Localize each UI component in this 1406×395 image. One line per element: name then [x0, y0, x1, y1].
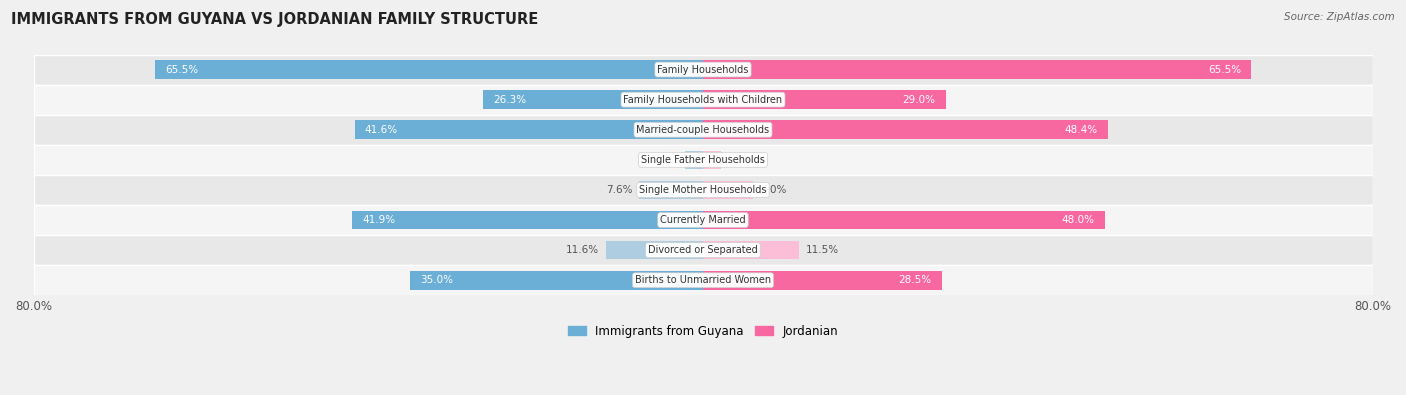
Text: 2.1%: 2.1% [652, 155, 679, 165]
Bar [482, 90, 703, 109]
Bar [353, 211, 703, 229]
Bar [686, 150, 703, 169]
Legend: Immigrants from Guyana, Jordanian: Immigrants from Guyana, Jordanian [564, 320, 842, 342]
Text: Married-couple Households: Married-couple Households [637, 125, 769, 135]
Bar [640, 181, 703, 199]
Bar [703, 150, 721, 169]
Bar [354, 120, 703, 139]
Text: 35.0%: 35.0% [420, 275, 453, 285]
Bar [703, 60, 1251, 79]
Bar [703, 211, 1105, 229]
Text: 65.5%: 65.5% [165, 64, 198, 75]
Text: 48.4%: 48.4% [1064, 125, 1098, 135]
Text: 2.2%: 2.2% [728, 155, 755, 165]
Text: Divorced or Separated: Divorced or Separated [648, 245, 758, 255]
Text: 41.9%: 41.9% [363, 215, 395, 225]
Text: 48.0%: 48.0% [1062, 215, 1095, 225]
Bar [34, 115, 1372, 145]
Bar [703, 241, 799, 260]
Text: Family Households: Family Households [658, 64, 748, 75]
Bar [703, 90, 946, 109]
Text: IMMIGRANTS FROM GUYANA VS JORDANIAN FAMILY STRUCTURE: IMMIGRANTS FROM GUYANA VS JORDANIAN FAMI… [11, 12, 538, 27]
Bar [34, 235, 1372, 265]
Bar [34, 55, 1372, 85]
Text: 6.0%: 6.0% [759, 185, 786, 195]
Text: 11.6%: 11.6% [567, 245, 599, 255]
Bar [703, 120, 1108, 139]
Text: 41.6%: 41.6% [366, 125, 398, 135]
Text: Currently Married: Currently Married [661, 215, 745, 225]
Text: 26.3%: 26.3% [494, 95, 526, 105]
Text: 28.5%: 28.5% [898, 275, 931, 285]
Bar [606, 241, 703, 260]
Text: Source: ZipAtlas.com: Source: ZipAtlas.com [1284, 12, 1395, 22]
Text: Family Households with Children: Family Households with Children [623, 95, 783, 105]
Text: Births to Unmarried Women: Births to Unmarried Women [636, 275, 770, 285]
Text: 65.5%: 65.5% [1208, 64, 1241, 75]
Bar [34, 145, 1372, 175]
Text: Single Mother Households: Single Mother Households [640, 185, 766, 195]
Text: 7.6%: 7.6% [606, 185, 633, 195]
Bar [703, 181, 754, 199]
Text: Single Father Households: Single Father Households [641, 155, 765, 165]
Text: 29.0%: 29.0% [903, 95, 935, 105]
Bar [703, 271, 942, 290]
Text: 11.5%: 11.5% [806, 245, 839, 255]
Bar [411, 271, 703, 290]
Bar [155, 60, 703, 79]
Bar [34, 265, 1372, 295]
Bar [34, 85, 1372, 115]
Bar [34, 205, 1372, 235]
Bar [34, 175, 1372, 205]
